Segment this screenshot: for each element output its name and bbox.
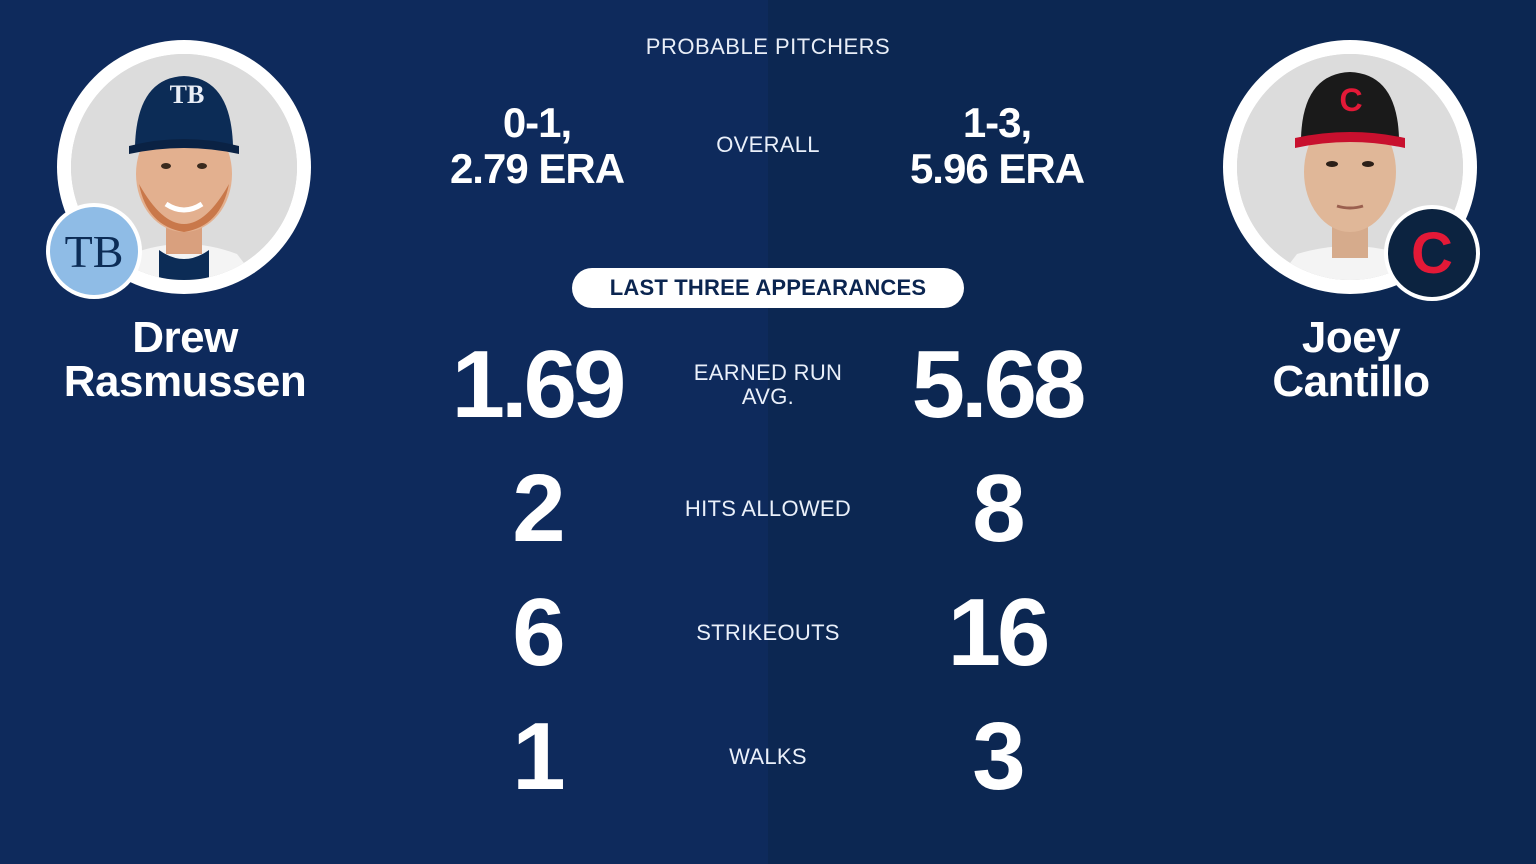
guardians-logo-icon: C: [1388, 209, 1476, 297]
away-walks-value: 1: [512, 703, 565, 810]
home-cap-logo: C: [1339, 82, 1363, 118]
away-pitcher-photo: TB: [71, 54, 297, 280]
home-pitcher-name: Joey Cantillo: [1191, 316, 1511, 404]
home-pitcher-last-name: Cantillo: [1272, 357, 1430, 406]
header-title: PROBABLE PITCHERS: [645, 34, 891, 59]
away-pitcher-last-name: Rasmussen: [63, 357, 307, 406]
home-overall-era: 5.96 ERA: [909, 145, 1085, 192]
home-pitcher-first-name: Joey: [1301, 313, 1401, 362]
home-overall-record: 1-3, 5.96 ERA: [867, 100, 1127, 192]
home-overall-wl: 1-3,: [962, 99, 1032, 146]
home-era-value: 5.68: [911, 331, 1087, 438]
away-overall-era: 2.79 ERA: [449, 145, 625, 192]
era-label-line2: AVG.: [741, 384, 795, 409]
away-overall-wl: 0-1,: [502, 99, 572, 146]
away-hits-value: 2: [512, 455, 565, 562]
walks-label: WALKS: [729, 744, 807, 769]
last-three-appearances-badge: LAST THREE APPEARANCES: [572, 268, 964, 308]
era-label: EARNED RUN AVG.: [648, 361, 888, 409]
away-cap-logo: TB: [169, 80, 205, 109]
away-strikeouts-value: 6: [512, 579, 565, 686]
home-hits-value: 8: [972, 455, 1025, 562]
away-era-value: 1.69: [451, 331, 627, 438]
rays-logo-icon: TB: [50, 207, 138, 295]
away-pitcher-name: Drew Rasmussen: [25, 316, 345, 404]
away-pitcher-first-name: Drew: [132, 313, 238, 362]
overall-label: OVERALL: [716, 132, 820, 157]
home-team-logo-ring: C: [1384, 205, 1480, 301]
away-team-logo-ring: TB: [46, 203, 142, 299]
home-walks-value: 3: [972, 703, 1025, 810]
strikeouts-label: STRIKEOUTS: [696, 620, 840, 645]
era-label-line1: EARNED RUN: [693, 360, 843, 385]
hits-label: HITS ALLOWED: [684, 496, 852, 521]
away-pitcher-portrait: TB: [57, 40, 311, 294]
home-strikeouts-value: 16: [947, 579, 1051, 686]
away-overall-record: 0-1, 2.79 ERA: [407, 100, 667, 192]
